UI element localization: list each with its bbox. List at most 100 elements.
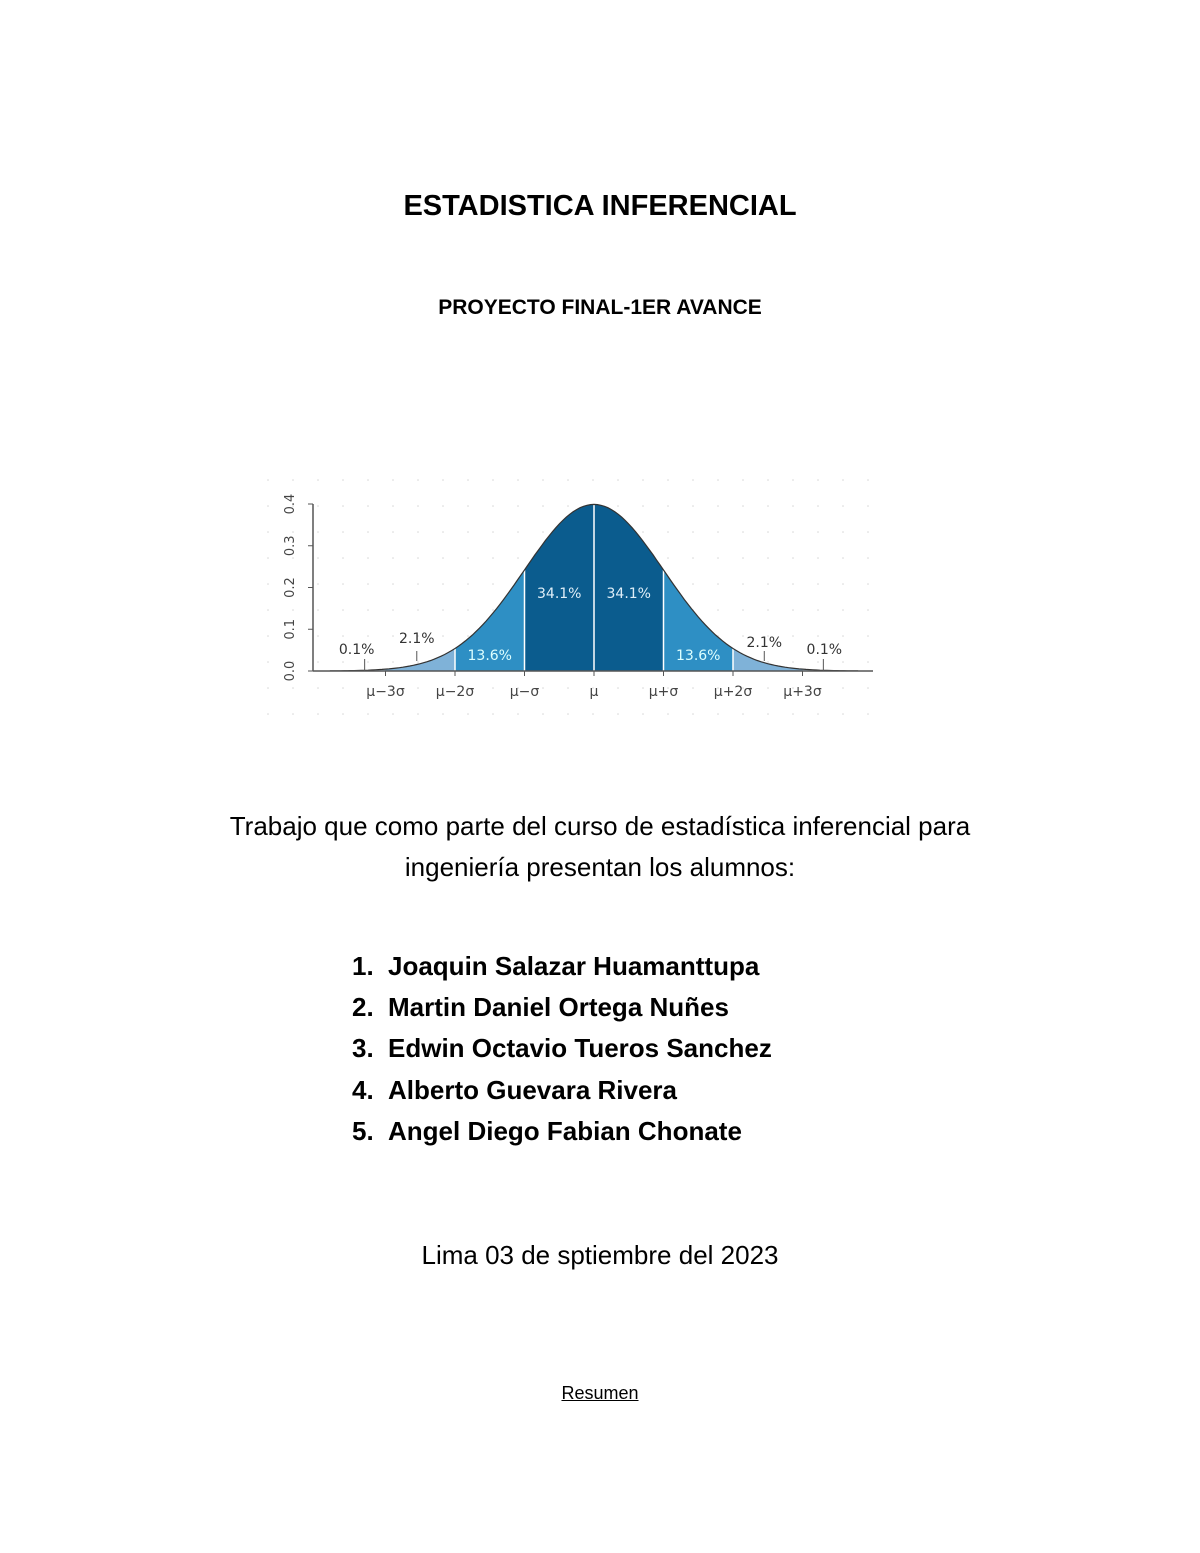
grid-dot [642,505,644,507]
grid-dot [767,583,769,585]
grid-dot [717,531,719,533]
grid-dot [867,609,869,611]
grid-dot [417,661,419,663]
grid-dot [842,661,844,663]
grid-dot [792,505,794,507]
grid-dot [492,557,494,559]
grid-dot [267,713,269,715]
document-subtitle: PROYECTO FINAL-1ER AVANCE [438,296,762,319]
grid-dot [817,687,819,689]
grid-dot [342,687,344,689]
grid-dot [792,713,794,715]
grid-dot [742,687,744,689]
grid-dot [492,583,494,585]
grid-dot [367,661,369,663]
list-number: 5. [352,1115,374,1146]
grid-dot [717,557,719,559]
grid-dot [667,713,669,715]
grid-dot [367,609,369,611]
grid-dot [867,583,869,585]
region-0 [385,648,455,671]
grid-dot [417,609,419,611]
list-number: 1. [352,951,374,981]
grid-dot [392,583,394,585]
intro-paragraph: Trabajo que como parte del curso de esta… [0,806,1200,888]
grid-dot [292,661,294,663]
y-tick-label: 0.0 [283,661,298,682]
list-item: 2. Martin Daniel Ortega Nuñes [352,987,772,1028]
grid-dot [617,505,619,507]
grid-dot [742,557,744,559]
grid-dot [842,609,844,611]
grid-dot [467,479,469,481]
grid-dot [292,609,294,611]
grid-dot [817,661,819,663]
grid-dot [867,505,869,507]
grid-dot [567,687,569,689]
grid-dot [392,609,394,611]
region-5 [733,648,803,671]
grid-dot [417,531,419,533]
grid-dot [467,505,469,507]
grid-dot [742,505,744,507]
grid-dot [317,479,319,481]
x-tick-label: μ+σ [649,684,679,700]
grid-dot [842,713,844,715]
intro-line: ingeniería presentan los alumnos: [404,852,796,882]
grid-dot [867,531,869,533]
grid-dot [317,505,319,507]
grid-dot [267,479,269,481]
grid-dot [442,713,444,715]
grid-dot [792,609,794,611]
grid-dot [767,661,769,663]
grid-dot [467,635,469,637]
grid-dot [317,531,319,533]
resumen-link[interactable]: Resumen [561,1383,639,1403]
grid-dot [742,713,744,715]
grid-dot [517,531,519,533]
list-number: 2. [352,992,374,1023]
grid-dot [667,479,669,481]
grid-dot [842,479,844,481]
grid-dot [867,635,869,637]
grid-dot [592,479,594,481]
grid-dot [817,583,819,585]
grid-dot [542,713,544,715]
student-list: 1. Joaquin Salazar Huamanttupa 2. Martin D… [352,946,772,1152]
grid-dot [817,713,819,715]
grid-dot [442,505,444,507]
grid-dot [342,505,344,507]
grid-dot [342,609,344,611]
grid-dot [442,635,444,637]
grid-dot [292,557,294,559]
x-tick-label: μ+3σ [783,684,822,700]
grid-dot [367,583,369,585]
grid-dot [542,687,544,689]
grid-dot [542,531,544,533]
grid-dot [342,557,344,559]
grid-dot [267,505,269,507]
grid-dot [467,609,469,611]
grid-dot [292,687,294,689]
grid-dot [492,687,494,689]
list-item: 3. Edwin Octavio Tueros Sanchez [352,1028,772,1069]
grid-dot [367,635,369,637]
grid-dot [492,713,494,715]
document-title: ESTADISTICA INFERENCIAL [403,190,797,222]
list-number: 3. [352,1033,374,1064]
grid-dot [792,479,794,481]
grid-dot [342,531,344,533]
x-tick-label: μ [590,684,599,700]
grid-dot [342,479,344,481]
grid-dot [392,661,394,663]
grid-dot [342,661,344,663]
student-name: Joaquin Salazar Huamanttupa [388,951,760,981]
grid-dot [267,635,269,637]
grid-dot [517,713,519,715]
grid-dot [817,609,819,611]
grid-dot [642,479,644,481]
list-number: 4. [352,1074,374,1105]
grid-dot [692,713,694,715]
grid-dot [392,557,394,559]
region-label: 34.1% [607,586,651,602]
